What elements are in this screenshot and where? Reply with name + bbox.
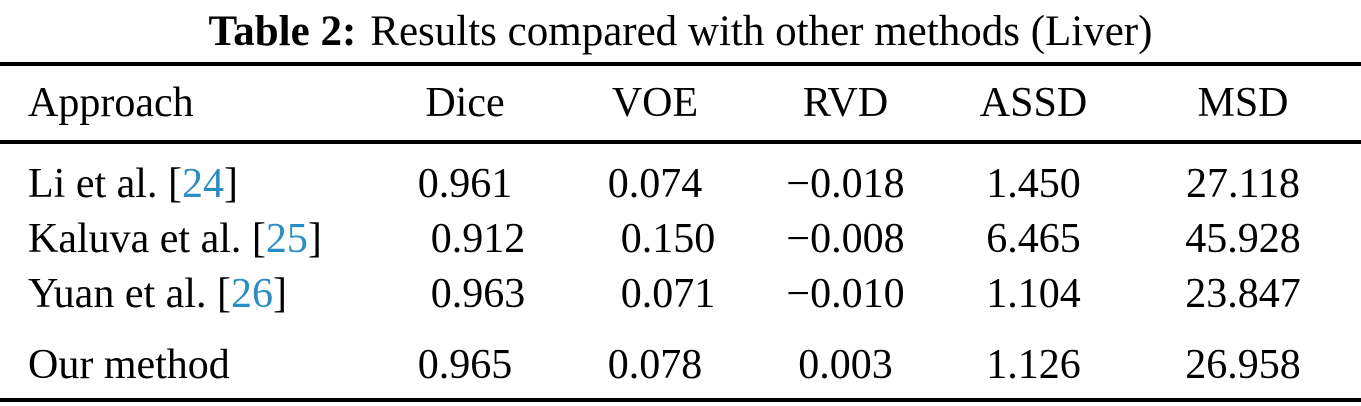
approach-cell: Yuan et al. [26] [0,267,369,322]
column-header-approach: Approach [0,64,369,144]
value-cell-voe: 0.150 [620,216,716,262]
table-row: Yuan et al. [26] 0.963 0.071 −0.010 1.104 23.… [0,267,1361,322]
column-header-voe: VOE [561,64,749,144]
approach-name: Kaluva et al. [28,216,242,262]
citation-link[interactable]: 25 [265,216,308,262]
citation-bracket-close-icon: ] [272,271,287,317]
citation-link[interactable]: 24 [181,161,224,207]
value-cell-assd: 1.104 [986,271,1081,317]
table-row: Kaluva et al. [25] 0.912 0.150 −0.008 6.465 4… [0,212,1361,267]
column-header-rvd: RVD [749,64,942,144]
table-row: Li et al. [24] 0.961 0.074 −0.018 1.450 27.11… [0,142,1361,212]
caption-label: Table 2: [208,7,357,55]
table-row: Our method 0.965 0.078 0.003 1.126 26.958 [0,322,1361,400]
results-table: Approach Dice VOE RVD ASSD MSD Li et al. [24]… [0,62,1361,402]
value-cell-assd: 1.450 [986,161,1081,207]
citation-bracket-close-icon: ] [307,216,322,262]
column-header-msd: MSD [1125,64,1361,144]
citation-bracket-open-icon: [ [216,271,231,317]
value-cell-rvd: −0.010 [786,271,905,317]
value-cell-rvd: −0.018 [786,161,905,207]
value-cell-dice: 0.965 [417,342,513,388]
value-cell-msd: 45.928 [1185,216,1301,262]
value-cell-dice: 0.963 [430,271,526,317]
citation-link[interactable]: 26 [230,271,273,317]
citation-bracket-open-icon: [ [251,216,266,262]
approach-cell: Li et al. [24] [0,142,369,212]
approach-cell: Our method [0,322,369,400]
value-cell-assd: 1.126 [986,342,1081,388]
value-cell-voe: 0.078 [607,342,703,388]
citation-bracket-open-icon: [ [167,161,182,207]
approach-name: Yuan et al. [28,271,207,317]
table-header: Approach Dice VOE RVD ASSD MSD [0,64,1361,144]
approach-name: Our method [28,342,230,388]
value-cell-msd: 26.958 [1185,342,1301,388]
citation-bracket-close-icon: ] [223,161,238,207]
value-cell-msd: 23.847 [1185,271,1301,317]
value-cell-dice: 0.912 [430,216,526,262]
table-body: Li et al. [24] 0.961 0.074 −0.018 1.450 27.11… [0,142,1361,400]
approach-cell: Kaluva et al. [25] [0,212,369,267]
value-cell-rvd: −0.008 [786,216,905,262]
table-header-row: Approach Dice VOE RVD ASSD MSD [0,64,1361,144]
value-cell-assd: 6.465 [986,216,1081,262]
value-cell-voe: 0.071 [620,271,716,317]
value-cell-dice: 0.961 [417,161,513,207]
value-cell-rvd: 0.003 [798,342,893,388]
table-caption: Table 2: Results compared with other met… [0,0,1361,62]
column-header-assd: ASSD [942,64,1125,144]
value-cell-msd: 27.118 [1186,161,1300,207]
value-cell-voe: 0.074 [607,161,703,207]
caption-text: Results compared with other methods (Liv… [370,7,1153,55]
approach-name: Li et al. [28,161,158,207]
column-header-dice: Dice [369,64,561,144]
